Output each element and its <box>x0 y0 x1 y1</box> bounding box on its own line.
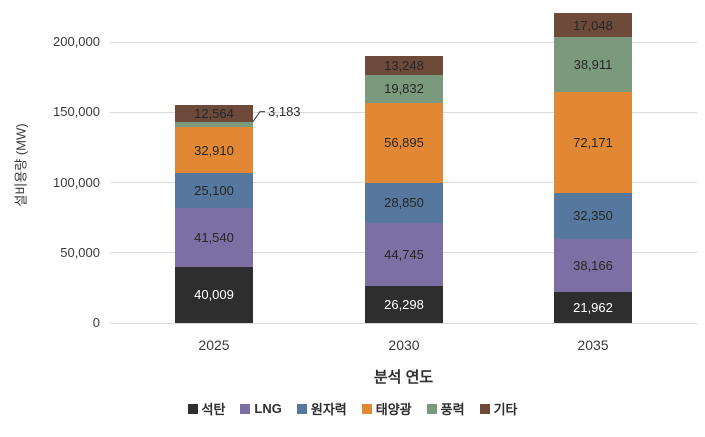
bar-segment-wind-2035: 38,911 <box>554 36 632 92</box>
bar-segment-lng-2030: 44,745 <box>365 223 443 287</box>
bar-segment-other-2035: 17,048 <box>554 13 632 37</box>
bar-segment-coal-2025: 40,009 <box>175 266 253 323</box>
y-tick-label-100000: 100,000 <box>53 174 100 190</box>
legend-label-nuclear: 원자력 <box>310 402 347 417</box>
legend-label-lng: LNG <box>254 401 282 416</box>
x-tick-label-2035: 2035 <box>577 337 609 353</box>
legend-label-coal: 석탄 <box>201 402 226 417</box>
legend-item-coal: 석탄 <box>187 399 226 418</box>
legend-swatch-lng <box>240 403 251 414</box>
legend-swatch-nuclear <box>296 403 307 414</box>
annotation-text-wind: 3,183 <box>268 104 301 120</box>
legend-label-other: 기타 <box>493 402 518 417</box>
legend-item-nuclear: 원자력 <box>296 399 347 418</box>
x-axis-title: 분석 연도 <box>373 369 434 386</box>
y-tick-label-50000: 50,000 <box>60 244 100 260</box>
bar-segment-solar-2030: 56,895 <box>365 102 443 183</box>
legend-item-lng: LNG <box>240 401 282 416</box>
legend-item-solar: 태양광 <box>361 399 412 418</box>
bar-segment-wind-2025 <box>175 122 253 127</box>
y-tick-label-150000: 150,000 <box>53 104 100 120</box>
bar-segment-wind-2030: 19,832 <box>365 74 443 103</box>
legend-label-solar: 태양광 <box>375 402 412 417</box>
bar-segment-coal-2035: 21,962 <box>554 292 632 323</box>
bar-segment-solar-2025: 32,910 <box>175 126 253 174</box>
bar-segment-nuclear-2025: 25,100 <box>175 173 253 209</box>
legend-swatch-other <box>479 403 490 414</box>
bar-segment-other-2030: 13,248 <box>365 56 443 75</box>
legend: 석탄 LNG 원자력 태양광 풍력 기타 <box>0 399 705 418</box>
legend-item-other: 기타 <box>479 399 518 418</box>
legend-swatch-wind <box>426 403 437 414</box>
legend-swatch-solar <box>361 403 372 414</box>
y-tick-label-200000: 200,000 <box>53 34 100 49</box>
bar-segment-coal-2030: 26,298 <box>365 286 443 323</box>
legend-label-wind: 풍력 <box>440 402 465 417</box>
bar-segment-lng-2035: 38,166 <box>554 238 632 293</box>
x-tick-label-2025: 2025 <box>198 337 230 353</box>
bar-segment-nuclear-2030: 28,850 <box>365 182 443 224</box>
bar-segment-other-2025: 12,564 <box>175 104 253 123</box>
y-tick-label-0: 0 <box>92 315 100 330</box>
legend-swatch-coal <box>187 403 198 414</box>
bar-segment-lng-2025: 41,540 <box>175 208 253 267</box>
bar-segment-nuclear-2035: 32,350 <box>554 193 632 239</box>
gridline-200000 <box>110 41 697 43</box>
x-tick-label-2030: 2030 <box>388 337 420 353</box>
legend-item-wind: 풍력 <box>426 399 465 418</box>
gridline-0 <box>110 322 697 324</box>
bar-segment-solar-2035: 72,171 <box>554 91 632 194</box>
